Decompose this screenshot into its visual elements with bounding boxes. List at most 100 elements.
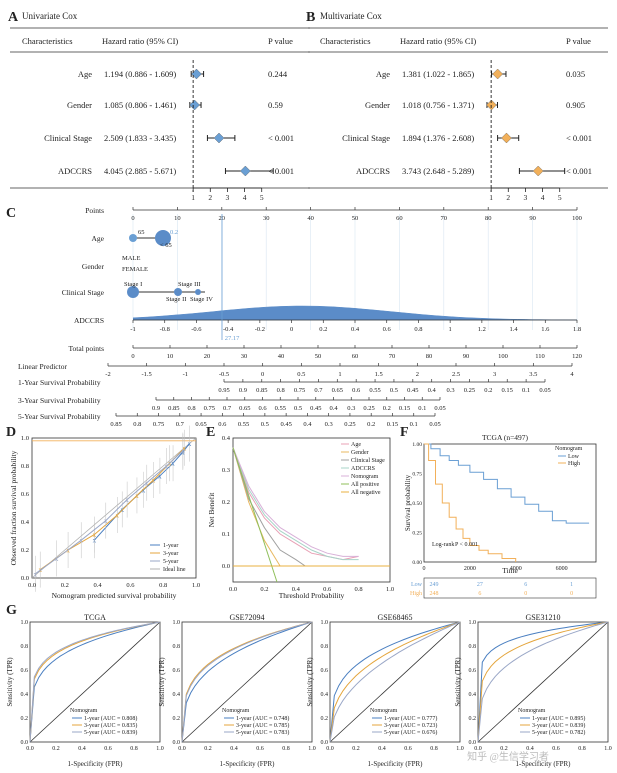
y-tick-label: 0.50 [412,501,422,507]
nomogram-tick-label: 0.75 [153,421,164,428]
calibration-point: x [79,537,83,545]
x-tick-label: 0.6 [104,746,112,752]
legend-entry: Clinical Stage [351,458,385,464]
nomogram-tick-label: 1.6 [541,326,550,333]
nomogram-tick-label: 0.75 [294,387,305,394]
x-tick-label: 0.4 [94,582,103,589]
panel-label-f: F [400,425,409,440]
y-tick-label: 1.0 [21,620,29,626]
x-tick-label: 0.0 [229,586,237,593]
nomogram-tick-label: 90 [529,215,536,222]
nomogram-level-label: Stage I [124,281,142,288]
x-tick-label: 0.8 [282,746,290,752]
diagonal-reference [181,621,313,743]
nomogram-tick-label: 0.6 [218,421,227,428]
nomogram-tick-label: 0.85 [110,421,121,428]
nomogram-tick-label: 0.95 [218,387,229,394]
x-axis-label: 1-Specificity (FPR) [219,760,275,768]
x-tick-label: 1.0 [308,746,316,752]
nomogram-level-label: 65 [138,229,145,236]
plot-frame [29,621,161,743]
risk-table-count: 0 [570,591,573,597]
nomogram-tick-label: -0.5 [219,371,229,378]
forest-axis-tick-label: 1 [489,193,493,202]
calibration-point: x [116,512,120,520]
nomogram-tick-label: 0.25 [464,387,475,394]
y-axis-label: Sensitivity (TPR) [158,657,166,707]
nomogram-tick-label: 0.05 [539,387,550,394]
nomogram-row-label: Clinical Stage [62,288,105,297]
watermark-text: 知乎 @生信学习者 [467,750,549,763]
x-tick-label: 1.0 [456,746,464,752]
nomogram-row-label: 3-Year Survival Probability [18,396,101,405]
x-tick-label: 0.8 [578,746,586,752]
row-name: Clinical Stage [342,133,390,143]
nomogram-tick-label: 0.85 [256,387,267,394]
panel-label-b: B [306,10,315,25]
row-p-value: 0.244 [268,69,288,79]
x-tick-label: 0.0 [474,746,482,752]
x-tick-label: 0.6 [256,746,264,752]
row-p-value: 0.59 [268,100,283,110]
row-hr-text: 3.743 (2.648 - 5.289) [402,166,474,176]
legend-title: Nomogram [555,446,583,452]
nomogram-tick-label: -1.5 [142,371,152,378]
roc-curve [329,621,461,743]
row-name: Age [376,69,390,79]
plot-frame [423,443,597,563]
x-tick-label: 0.2 [260,586,268,593]
calibration-point: x [125,496,129,504]
nomogram-tick-label: 30 [241,353,248,360]
nomogram-tick-label: 1.8 [573,326,581,333]
forest-axis-tick-label: 2 [208,193,212,202]
y-tick-label: 0.8 [469,644,477,650]
nomogram-tick-label: 50 [352,215,359,222]
legend-title: Nomogram [70,708,98,714]
row-hr-text: 1.381 (1.022 - 1.865) [402,69,474,79]
diagonal-reference [329,621,461,743]
row-name: Gender [67,100,92,110]
nomogram-tick-label: 0.15 [399,405,410,412]
nomogram-tick-label: 0.4 [428,387,437,394]
nomogram-tick-label: 0.85 [168,405,179,412]
nomogram-tick-label: 0 [131,353,134,360]
x-tick-label: 2000 [464,566,476,572]
y-tick-label: 0.4 [321,692,329,698]
x-tick-label: 0.6 [126,582,135,589]
x-tick-label: 0.4 [230,746,238,752]
y-tick-label: 0.0 [173,740,181,746]
km-title: TCGA (n=497) [482,433,529,442]
y-tick-label: 0.8 [321,644,329,650]
forest-axis-tick-label: 5 [260,193,264,202]
legend-entry: 5-year (AUC = 0.783) [236,729,289,736]
nomogram-tick-label: -0.2 [255,326,265,333]
row-p-value: < 0.001 [566,166,592,176]
hr-point [501,132,512,144]
nomogram-tick-label: 0.4 [329,405,338,412]
y-tick-label: 0.0 [222,563,230,570]
plot-frame [232,437,391,583]
age-level-point [129,234,137,242]
row-name: Age [78,69,92,79]
panel-label-c: C [6,206,16,221]
row-name: ADCCRS [58,166,92,176]
nomogram-tick-label: 4 [570,371,574,378]
plot-frame [181,621,313,743]
stage-level-point [174,288,182,296]
x-tick-label: 0.2 [204,746,212,752]
total-points-highlight: 27.17 [225,335,240,342]
forest-axis-tick-label: 4 [243,193,247,202]
forest-axis-tick-label: 1 [191,193,195,202]
nomogram-tick-label: 60 [396,215,403,222]
nomogram-tick-label: 40 [278,353,285,360]
forest-title: Multivariate Cox [320,11,382,21]
roc-title: GSE68465 [377,613,412,622]
roc-curve [29,621,161,743]
y-tick-label: 0.4 [469,692,477,698]
nomogram-tick-label: 20 [204,353,211,360]
nomogram-tick-label: 50 [315,353,322,360]
stage-level-point [127,286,139,298]
logrank-pvalue: P < 0.001 [455,542,478,548]
x-tick-label: 0.8 [355,586,363,593]
y-tick-label: 0.2 [321,716,329,722]
